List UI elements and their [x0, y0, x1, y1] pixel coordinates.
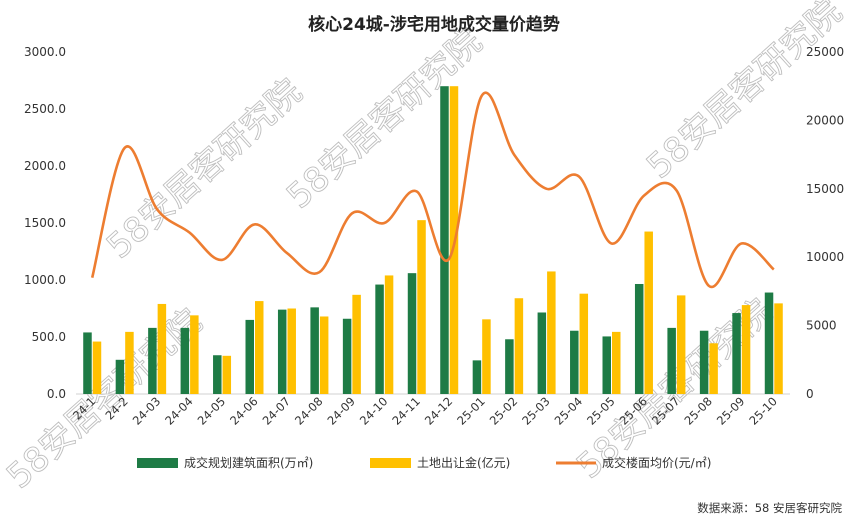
bar-area — [732, 313, 741, 394]
bar-land — [125, 331, 134, 394]
bar-land — [741, 305, 751, 394]
bar-area — [83, 332, 92, 394]
bar-land — [774, 303, 783, 394]
x-tick-label: 24-06 — [227, 394, 261, 428]
x-tick-label: 24-05 — [195, 394, 229, 428]
bar-land — [190, 315, 199, 394]
bar-land — [514, 298, 524, 394]
bar-area — [375, 284, 384, 394]
bar-area — [440, 86, 449, 394]
x-tick-label: 24-08 — [292, 394, 326, 428]
left-tick-label: 2000.0 — [24, 159, 66, 173]
right-tick-label: 0 — [806, 387, 814, 401]
left-tick-label: 1000.0 — [24, 273, 66, 287]
right-tick-label: 10000 — [806, 250, 844, 264]
x-tick-label: 24-07 — [260, 394, 294, 428]
bar-land — [287, 308, 296, 394]
bar-area — [310, 307, 319, 394]
right-tick-label: 5000 — [806, 319, 837, 333]
bar-land — [157, 303, 167, 394]
left-axis-ticks: 0.0 500.0 1000.0 1500.0 2000.0 2500.0 3000.0 — [24, 45, 66, 401]
bar-land — [709, 343, 718, 394]
bar-area — [148, 327, 157, 394]
source-note: 数据来源：58 安居客研究院 — [697, 501, 842, 515]
x-tick-label: 24-03 — [130, 394, 164, 428]
watermark-text: 58安居客研究院 — [639, 0, 850, 187]
bar-land — [644, 231, 653, 394]
x-tick-label: 25-04 — [552, 394, 586, 428]
bar-area — [180, 327, 190, 394]
bar-land — [547, 271, 556, 394]
x-tick-label: 25-01 — [454, 394, 488, 428]
left-tick-label: 3000.0 — [24, 45, 66, 59]
x-tick-label: 25-10 — [746, 394, 780, 428]
legend-label-land: 土地出让金(亿元) — [417, 455, 510, 470]
bar-area — [407, 273, 417, 394]
bar-area — [764, 292, 774, 394]
bar-area — [602, 336, 611, 394]
x-tick-label: 24-09 — [324, 394, 358, 428]
bar-area — [115, 359, 125, 394]
bar-area — [213, 355, 222, 394]
x-tick-label: 24-04 — [162, 394, 196, 428]
bar-area — [277, 309, 287, 394]
bar-area — [472, 360, 482, 394]
right-tick-label: 25000 — [806, 45, 844, 59]
x-tick-label: 25-09 — [714, 394, 748, 428]
bar-area — [634, 283, 644, 394]
bar-land — [384, 275, 394, 394]
bar-area — [342, 318, 352, 394]
x-tick-label: 24-12 — [422, 394, 456, 428]
bar-land — [676, 295, 686, 394]
left-tick-label: 500.0 — [32, 330, 66, 344]
bar-land — [92, 341, 102, 394]
watermark-text: 58安居客研究院 — [99, 72, 310, 267]
bar-land — [352, 294, 361, 394]
x-tick-label: 25-02 — [487, 394, 521, 428]
price-line — [90, 91, 775, 289]
right-axis-ticks: 0 5000 10000 15000 20000 25000 — [806, 45, 844, 401]
chart-title: 核心24城-涉宅用地成交量价趋势 — [308, 14, 560, 35]
bar-area — [505, 339, 514, 394]
bar-area — [667, 327, 676, 394]
left-tick-label: 2500.0 — [24, 102, 66, 116]
legend: 成交规划建筑面积(万㎡) 土地出让金(亿元) 成交楼面均价(元/㎡) — [137, 455, 711, 470]
bar-land — [255, 301, 264, 394]
legend-swatch-land — [370, 458, 411, 468]
x-tick-label: 24-11 — [389, 394, 423, 428]
bar-area — [570, 330, 579, 394]
left-tick-label: 1500.0 — [24, 216, 66, 230]
bar-area — [537, 312, 547, 394]
bars-area — [83, 86, 774, 394]
legend-swatch-area — [137, 458, 178, 468]
x-axis-ticks: 24-1 24-224-0324-0424-0524-0624-0724-0824… — [70, 394, 780, 428]
bar-land — [222, 355, 232, 394]
left-tick-label: 0.0 — [47, 387, 66, 401]
price-line-path — [90, 91, 775, 289]
bar-area — [245, 319, 254, 394]
bar-land — [319, 316, 329, 394]
bar-land — [579, 293, 589, 394]
legend-label-price: 成交楼面均价(元/㎡) — [602, 455, 711, 470]
x-tick-label: 24-10 — [357, 394, 391, 428]
right-tick-label: 20000 — [806, 113, 844, 127]
bar-area — [699, 330, 709, 394]
x-tick-label: 25-03 — [519, 394, 553, 428]
bar-land — [612, 331, 621, 394]
bar-land — [482, 319, 491, 394]
legend-label-area: 成交规划建筑面积(万㎡) — [184, 455, 313, 470]
bar-land — [417, 220, 426, 394]
right-tick-label: 15000 — [806, 182, 844, 196]
